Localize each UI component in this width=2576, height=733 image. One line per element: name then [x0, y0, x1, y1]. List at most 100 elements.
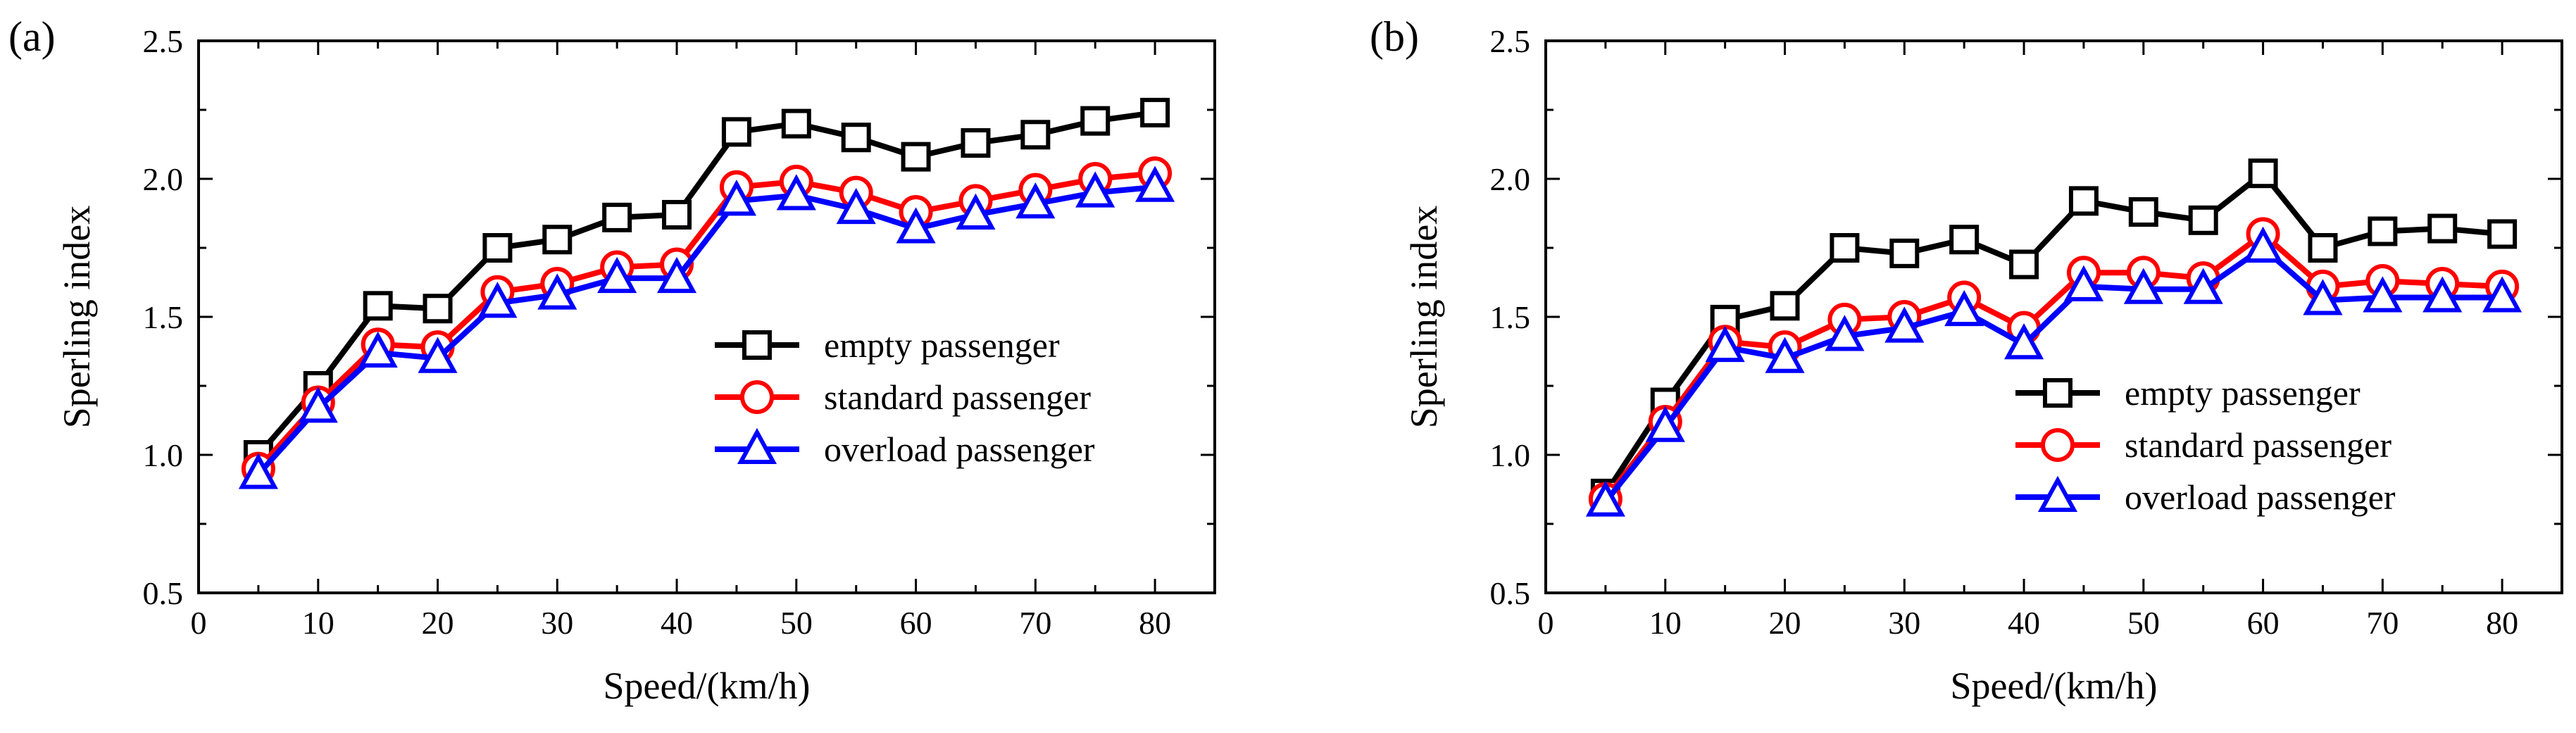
y-tick-label: 1.0 [1490, 437, 1531, 473]
data-point [2368, 216, 2398, 246]
series-line [256, 109, 1156, 457]
data-point [418, 337, 458, 373]
y-tick-label: 0.5 [143, 575, 184, 611]
x-tick-label: 60 [900, 605, 932, 641]
data-point [2422, 276, 2463, 313]
data-point [2068, 186, 2099, 216]
data-point [482, 233, 513, 263]
data-point [1825, 315, 1865, 351]
data-point [1765, 337, 1805, 373]
series-line [1603, 230, 2503, 501]
legend-label: overload passenger [2125, 477, 2396, 517]
data-point [901, 142, 931, 172]
series-line [256, 170, 1156, 471]
data-point [1140, 97, 1170, 127]
x-tick-label: 50 [2127, 605, 2160, 641]
data-point [1075, 171, 1115, 208]
x-tick-label: 40 [2008, 605, 2040, 641]
data-point [602, 202, 632, 232]
y-tick-label: 2.5 [143, 23, 184, 59]
series-line [1603, 169, 2503, 496]
x-tick-label: 20 [422, 605, 454, 641]
x-tick-label: 20 [1769, 605, 1801, 641]
data-point [781, 108, 811, 139]
legend-label: empty passenger [2125, 373, 2361, 413]
data-point [2009, 249, 2039, 280]
series-line [256, 184, 1156, 477]
legend-entry: overload passenger [2015, 475, 2396, 517]
data-point [1645, 406, 1685, 442]
data-point [2183, 268, 2223, 304]
legend-marker [2043, 378, 2072, 408]
data-point [1884, 306, 1925, 343]
data-point [2308, 233, 2338, 263]
legend-marker [740, 380, 774, 414]
data-point [721, 117, 751, 147]
y-tick-label: 2.0 [1490, 161, 1531, 197]
data-point [662, 199, 692, 230]
data-point [2003, 322, 2044, 360]
y-axis-title: Sperling index [1403, 206, 1445, 428]
data-point [2128, 197, 2158, 227]
panel-label: (b) [1370, 13, 1419, 60]
data-point [716, 180, 757, 216]
data-point [2123, 268, 2163, 304]
legend-entry: empty passenger [715, 325, 1060, 365]
x-axis: 0 10 20 30 40 50 60 70 80 [1538, 41, 2563, 641]
data-point [1949, 225, 1980, 255]
legend-label: standard passenger [824, 377, 1091, 417]
x-tick-label: 30 [541, 605, 573, 641]
x-tick-label: 50 [780, 605, 813, 641]
x-tick-label: 70 [2366, 605, 2399, 641]
data-point [2303, 279, 2343, 315]
data-point [1585, 480, 1625, 517]
series-standard-passenger [1588, 217, 2520, 516]
series-overload-passenger [1585, 226, 2522, 517]
data-point [2248, 158, 2278, 189]
data-point [896, 207, 936, 244]
legend-marker [742, 330, 772, 360]
chart-panel-a: (a) 0 10 20 30 40 50 60 70 80 0.5 1.0 1.5 2.0 2.5 Speed… [8, 13, 1216, 707]
y-tick-label: 1.5 [1490, 299, 1531, 335]
x-tick-label: 60 [2247, 605, 2280, 641]
data-point [477, 282, 518, 318]
data-point [363, 291, 393, 321]
legend-label: standard passenger [2125, 425, 2391, 465]
data-point [1889, 238, 1920, 268]
data-point [2188, 205, 2218, 235]
y-axis: 0.5 1.0 1.5 2.0 2.5 [143, 23, 1215, 611]
panel-label: (a) [8, 13, 56, 60]
data-point [2063, 265, 2104, 301]
x-tick-label: 70 [1019, 605, 1051, 641]
y-tick-label: 1.0 [143, 437, 184, 473]
legend-label: empty passenger [824, 325, 1060, 365]
data-point [298, 387, 338, 423]
data-point [1135, 165, 1175, 202]
x-tick-label: 0 [191, 605, 207, 641]
data-point [2427, 213, 2458, 244]
data-point [423, 294, 453, 324]
legend-entry: overload passenger [715, 427, 1095, 469]
x-tick-label: 0 [1538, 605, 1554, 641]
data-point [1944, 289, 1984, 327]
data-point [836, 187, 876, 225]
x-tick-label: 80 [1139, 605, 1171, 641]
legend: empty passenger standard passenger overloa… [2015, 373, 2396, 517]
series-overload-passenger [238, 165, 1175, 489]
data-point [542, 225, 573, 255]
data-point [1770, 291, 1800, 321]
y-tick-label: 0.5 [1490, 575, 1531, 611]
x-tick-label: 10 [1649, 605, 1682, 641]
legend-entry: standard passenger [2015, 425, 2391, 465]
data-point [2243, 226, 2283, 263]
legend-marker [2041, 428, 2075, 462]
data-point [238, 453, 278, 489]
x-tick-label: 40 [661, 605, 693, 641]
legend-entry: empty passenger [2015, 373, 2361, 413]
data-point [358, 331, 398, 368]
x-axis-title: Speed/(km/h) [604, 665, 811, 707]
y-axis-title: Sperling index [56, 206, 98, 428]
data-point [597, 256, 637, 294]
legend: empty passenger standard passenger overloa… [715, 325, 1095, 469]
